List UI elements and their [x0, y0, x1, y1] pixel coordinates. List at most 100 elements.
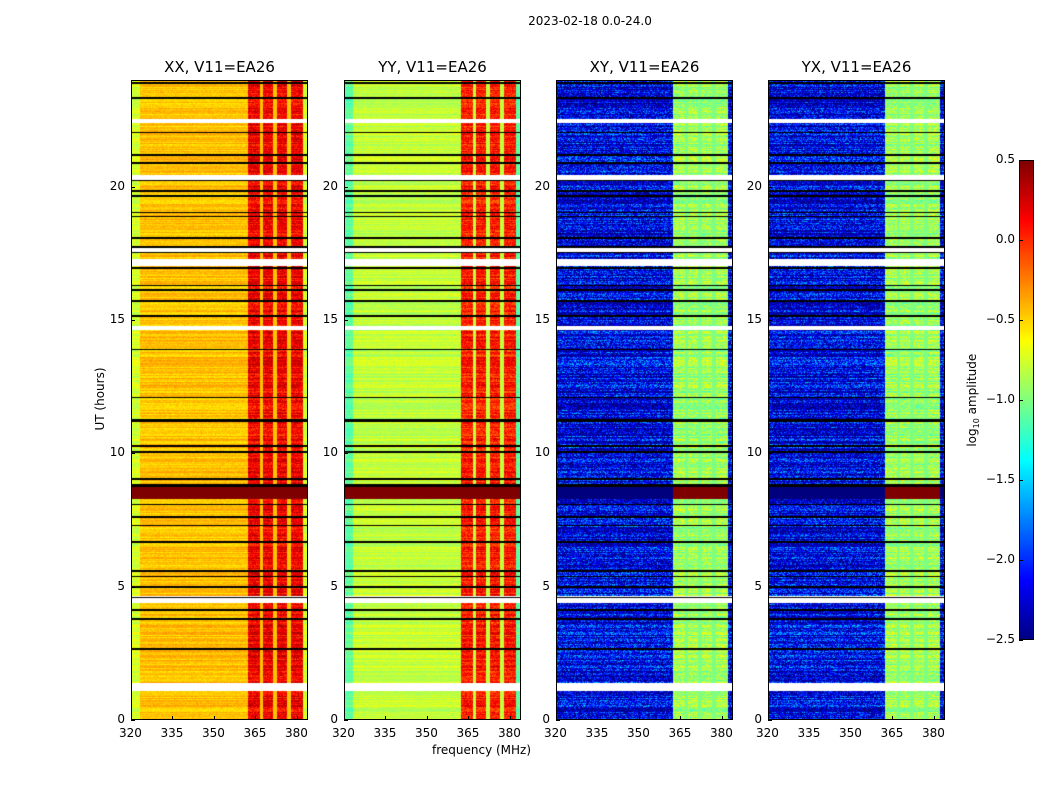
y-tick-label: 0 [330, 712, 338, 726]
y-tick-mark [768, 453, 772, 455]
x-tick-mark [385, 716, 387, 720]
x-tick-label: 350 [626, 726, 650, 740]
y-tick-label: 10 [746, 445, 762, 460]
x-tick-mark [296, 716, 298, 720]
x-tick-mark [638, 716, 640, 720]
x-tick-mark [680, 716, 682, 720]
x-tick-mark [344, 716, 345, 720]
x-tick-mark [509, 716, 511, 720]
y-tick-mark [131, 453, 135, 455]
y-tick-label: 20 [109, 178, 125, 193]
y-tick-mark [344, 186, 348, 188]
y-tick-label: 0 [542, 712, 550, 726]
x-tick-mark [426, 716, 428, 720]
panel-title: YX, V11=EA26 [801, 58, 912, 76]
x-tick-label: 380 [921, 726, 945, 740]
colorbar-tick-label: 0.0 [995, 232, 1015, 246]
x-tick-mark [721, 716, 723, 720]
x-tick-mark [255, 716, 257, 720]
x-tick-mark [597, 716, 599, 720]
y-tick-mark [556, 320, 560, 321]
x-tick-label: 320 [544, 726, 567, 740]
colorbar-label: log10 amplitude [964, 353, 982, 447]
panel-title: YY, V11=EA26 [378, 58, 487, 76]
panel-title: XY, V11=EA26 [589, 58, 700, 76]
figure-title: 2023-02-18 0.0-24.0 [528, 14, 652, 28]
x-tick-mark [933, 716, 935, 720]
x-tick-mark [131, 716, 132, 720]
y-tick-mark [131, 186, 135, 188]
y-tick-mark [131, 586, 135, 588]
heatmap-cells [556, 80, 733, 720]
y-tick-mark [344, 586, 348, 588]
colorbar-tick-label: −1.0 [985, 392, 1015, 406]
colorbar-tick-mark [1019, 320, 1023, 321]
y-tick-label: 20 [534, 178, 550, 193]
y-tick-label: 5 [117, 578, 125, 593]
x-tick-label: 365 [668, 726, 692, 740]
y-tick-label: 10 [322, 445, 338, 460]
y-tick-label: 15 [109, 312, 125, 326]
x-tick-mark [768, 716, 769, 720]
x-tick-label: 320 [332, 726, 355, 740]
x-tick-label: 335 [585, 726, 609, 740]
heatmap-cells [131, 80, 308, 720]
heatmap-panel-1: YY, V11=EA26 320 335 350 365 380 0 5 10 15 20 [323, 58, 521, 740]
colorbar-tick-mark [1019, 640, 1023, 641]
x-tick-label: 350 [201, 726, 225, 740]
colorbar-tick-mark [1019, 240, 1023, 241]
colorbar-tick-mark [1019, 480, 1023, 481]
y-tick-mark [131, 720, 135, 721]
y-tick-label: 5 [542, 578, 550, 593]
x-tick-label: 365 [456, 726, 480, 740]
heatmap-cells [344, 80, 521, 720]
x-tick-label: 365 [880, 726, 904, 740]
colorbar: 0.5 0.0 −0.5 −1.0 −1.5 −2.0 −2.5 [986, 152, 1034, 646]
x-tick-mark [213, 716, 215, 720]
x-tick-label: 380 [709, 726, 733, 740]
y-tick-mark [344, 453, 348, 455]
x-tick-mark [850, 716, 852, 720]
y-tick-mark [768, 720, 772, 721]
colorbar-tick-mark [1019, 400, 1023, 401]
heatmap-panel-2: XY, V11=EA26 320 335 350 365 380 0 5 10 15 20 [535, 58, 733, 740]
x-tick-label: 350 [414, 726, 438, 740]
x-tick-mark [809, 716, 811, 720]
y-tick-mark [131, 320, 135, 321]
y-tick-mark [768, 320, 772, 321]
colorbar-tick-mark [1019, 560, 1023, 561]
x-tick-mark [892, 716, 894, 720]
x-tick-mark [468, 716, 470, 720]
x-tick-label: 320 [756, 726, 779, 740]
y-tick-label: 5 [754, 578, 762, 593]
axes-frame [344, 80, 521, 720]
y-tick-label: 15 [746, 312, 762, 326]
y-tick-mark [556, 586, 560, 588]
heatmap-panel-3: YX, V11=EA26 320 335 350 365 380 0 5 10 15 20 [747, 58, 945, 740]
x-axis-label: frequency (MHz) [432, 743, 532, 757]
colorbar-tick-label: −1.5 [985, 472, 1015, 486]
heatmap-panel-0: XX, V11=EA26 320 335 350 365 380 0 5 10 15 20 [110, 58, 308, 740]
y-tick-mark [556, 186, 560, 188]
axes-frame [556, 80, 733, 720]
y-tick-label: 0 [754, 712, 762, 726]
y-tick-label: 15 [322, 312, 338, 326]
heatmap-cells [768, 80, 945, 720]
y-tick-mark [556, 453, 560, 455]
y-tick-mark [344, 720, 348, 721]
y-tick-label: 15 [534, 312, 550, 326]
panel-title: XX, V11=EA26 [164, 58, 275, 76]
y-tick-label: 20 [746, 178, 762, 193]
x-tick-label: 335 [160, 726, 184, 740]
x-tick-label: 335 [373, 726, 397, 740]
colorbar-tick-mark [1019, 160, 1023, 161]
x-tick-label: 335 [797, 726, 821, 740]
y-tick-mark [556, 720, 560, 721]
y-tick-label: 20 [322, 178, 338, 193]
axes-frame [768, 80, 945, 720]
x-tick-label: 380 [284, 726, 308, 740]
axes-frame [131, 80, 308, 720]
x-tick-label: 320 [119, 726, 142, 740]
colorbar-tick-label: −2.5 [985, 632, 1015, 646]
